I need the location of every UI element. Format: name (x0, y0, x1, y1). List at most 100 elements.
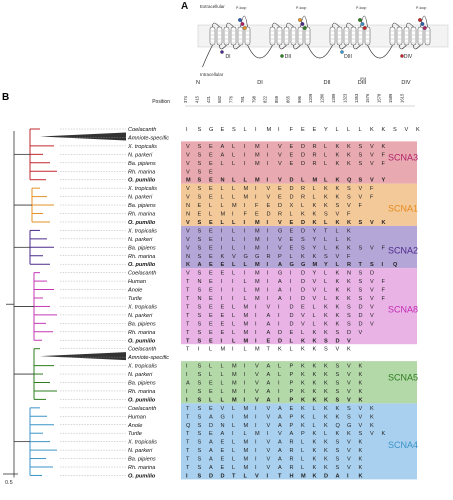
residue: M (255, 220, 260, 226)
residue: V (267, 414, 271, 420)
residue: E (267, 203, 271, 209)
residue: L (232, 330, 235, 336)
residue: L (313, 313, 316, 319)
residue: D (278, 203, 282, 209)
residue: M (244, 465, 249, 471)
residue: S (359, 431, 363, 437)
residue: D (301, 228, 305, 234)
residue: V (370, 245, 374, 251)
residue: I (267, 144, 269, 150)
residue-dot (400, 54, 404, 58)
residue: E (290, 245, 294, 251)
residue: L (324, 279, 327, 285)
residue: Q (393, 262, 398, 268)
residue: K (336, 178, 340, 184)
residue: R (290, 465, 294, 471)
residue: L (324, 245, 327, 251)
residue: V (347, 381, 351, 387)
gene-label: SCNA3 (388, 153, 418, 163)
gene-block (181, 183, 417, 226)
residue: L (301, 178, 305, 184)
residue: A (278, 423, 282, 429)
residue: V (347, 338, 351, 344)
residue: P (290, 423, 294, 429)
residue: A (267, 321, 271, 327)
residue: S (198, 473, 202, 479)
residue: A (267, 372, 271, 378)
residue: L (244, 127, 247, 133)
residue: F (359, 203, 363, 209)
residue: K (301, 372, 305, 378)
residue: A (186, 381, 190, 387)
residue: K (370, 423, 374, 429)
residue: R (290, 440, 294, 446)
residue: V (359, 330, 363, 336)
residue: S (198, 152, 202, 158)
residue: S (198, 271, 202, 277)
residue: A (278, 288, 282, 294)
residue: L (324, 237, 327, 243)
position-tick: 374 (183, 95, 188, 103)
residue: K (324, 203, 328, 209)
residue: A (209, 465, 213, 471)
residue: I (232, 431, 234, 437)
residue: K (336, 152, 340, 158)
residue: G (255, 254, 259, 260)
residue: E (221, 127, 225, 133)
residue-dot (360, 22, 365, 26)
residue: L (221, 186, 224, 192)
residue: V (370, 296, 374, 302)
residue: S (359, 144, 363, 150)
residue: K (347, 152, 351, 158)
residue: V (278, 178, 282, 184)
residue: E (209, 144, 213, 150)
intracellular-loop (279, 44, 301, 50)
residue: I (186, 127, 188, 133)
residue: E (209, 245, 213, 251)
residue: I (244, 203, 246, 209)
residue: M (232, 381, 237, 387)
residue: F (382, 152, 386, 158)
residue: K (301, 338, 305, 344)
residue: K (313, 364, 317, 370)
residue: E (290, 152, 294, 158)
residue: V (370, 161, 374, 167)
residue: E (209, 169, 213, 175)
p-loop-label: P-loop (236, 6, 246, 10)
position-tick: 415 (194, 95, 199, 103)
residue: Y (324, 127, 328, 133)
residue: E (209, 313, 213, 319)
residue: V (370, 288, 374, 294)
residue: K (324, 381, 328, 387)
residue: S (347, 186, 351, 192)
species-label: Coelacanth (128, 271, 156, 277)
residue: S (359, 288, 363, 294)
residue: A (278, 448, 282, 454)
position-tick: 1289 (331, 93, 336, 103)
residue: E (209, 304, 213, 310)
residue: S (324, 212, 328, 218)
residue: A (221, 431, 225, 437)
residue: E (198, 203, 202, 209)
residue: L (232, 440, 235, 446)
residue: S (336, 397, 340, 403)
residue: F (290, 127, 294, 133)
residue: K (336, 245, 340, 251)
residue: E (209, 152, 213, 158)
residue: K (324, 321, 328, 327)
residue: K (221, 254, 225, 260)
residue: K (370, 406, 374, 412)
residue: S (198, 423, 202, 429)
residue: S (301, 237, 305, 243)
residue: M (244, 457, 249, 463)
residue: V (186, 161, 190, 167)
residue: L (232, 457, 235, 463)
residue: K (324, 330, 328, 336)
residue: S (198, 313, 202, 319)
residue: M (244, 448, 249, 454)
residue: M (255, 237, 260, 243)
residue: K (336, 414, 340, 420)
intracellular-loop (219, 44, 241, 50)
residue: E (209, 330, 213, 336)
residue: S (324, 338, 328, 344)
